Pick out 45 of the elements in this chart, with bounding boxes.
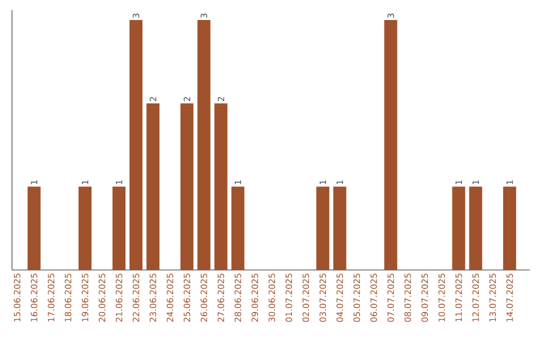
x-tick-label: 02.07.2025 — [302, 274, 310, 322]
data-label: 2 — [150, 97, 156, 102]
x-tick-label: 15.06.2025 — [14, 274, 20, 322]
x-tick-label: 27.06.2025 — [218, 274, 224, 322]
x-tick-label: 11.07.2025 — [455, 274, 462, 322]
data-label: 1 — [456, 180, 462, 184]
x-tick-label: 18.06.2025 — [64, 274, 72, 322]
data-label: 1 — [234, 180, 242, 184]
x-tick-label: 30.06.2025 — [268, 274, 276, 322]
x-tick-label: 17.06.2025 — [48, 274, 54, 322]
x-tick-label: 08.07.2025 — [404, 274, 411, 322]
x-tick-label: 16.06.2025 — [30, 274, 38, 322]
x-tick-label: 22.06.2025 — [132, 274, 140, 322]
x-tick-label: 03.07.2025 — [320, 274, 326, 322]
x-tick-label: 07.07.2025 — [387, 274, 394, 322]
data-label: 1 — [320, 180, 326, 184]
x-tick-label: 24.06.2025 — [166, 274, 174, 322]
x-tick-label: 04.07.2025 — [336, 274, 344, 322]
x-tick-label: 21.06.2025 — [116, 274, 122, 322]
x-tick-label: 26.06.2025 — [200, 274, 208, 322]
x-tick-label: 01.07.2025 — [286, 274, 292, 322]
x-tick-label: 12.07.2025 — [472, 274, 479, 322]
x-tick-label: 19.06.2025 — [82, 274, 88, 322]
data-label: 3 — [387, 14, 394, 18]
x-tick-label: 06.07.2025 — [370, 274, 378, 322]
data-label: 1 — [506, 180, 513, 184]
x-tick-label: 29.06.2025 — [252, 274, 258, 322]
data-label: 1 — [116, 180, 122, 184]
data-label: 2 — [184, 97, 190, 102]
x-tick-label: 25.06.2025 — [184, 274, 190, 322]
data-label: 1 — [82, 180, 88, 184]
x-tick-label: 09.07.2025 — [421, 274, 428, 322]
x-tick-label: 20.06.2025 — [98, 274, 106, 322]
data-label: 1 — [472, 180, 479, 184]
data-label: 3 — [200, 14, 208, 18]
x-tick-label: 14.07.2025 — [506, 274, 513, 322]
x-tick-label: 05.07.2025 — [354, 274, 360, 322]
data-label: 1 — [336, 180, 343, 184]
x-tick-label: 10.07.2025 — [438, 274, 445, 322]
x-tick-label: 13.07.2025 — [489, 274, 496, 322]
data-label: 1 — [30, 180, 38, 184]
x-tick-label: 28.06.2025 — [234, 274, 242, 322]
data-label: 3 — [132, 14, 140, 18]
data-label: 2 — [218, 97, 224, 102]
x-tick-label: 23.06.2025 — [150, 274, 156, 322]
